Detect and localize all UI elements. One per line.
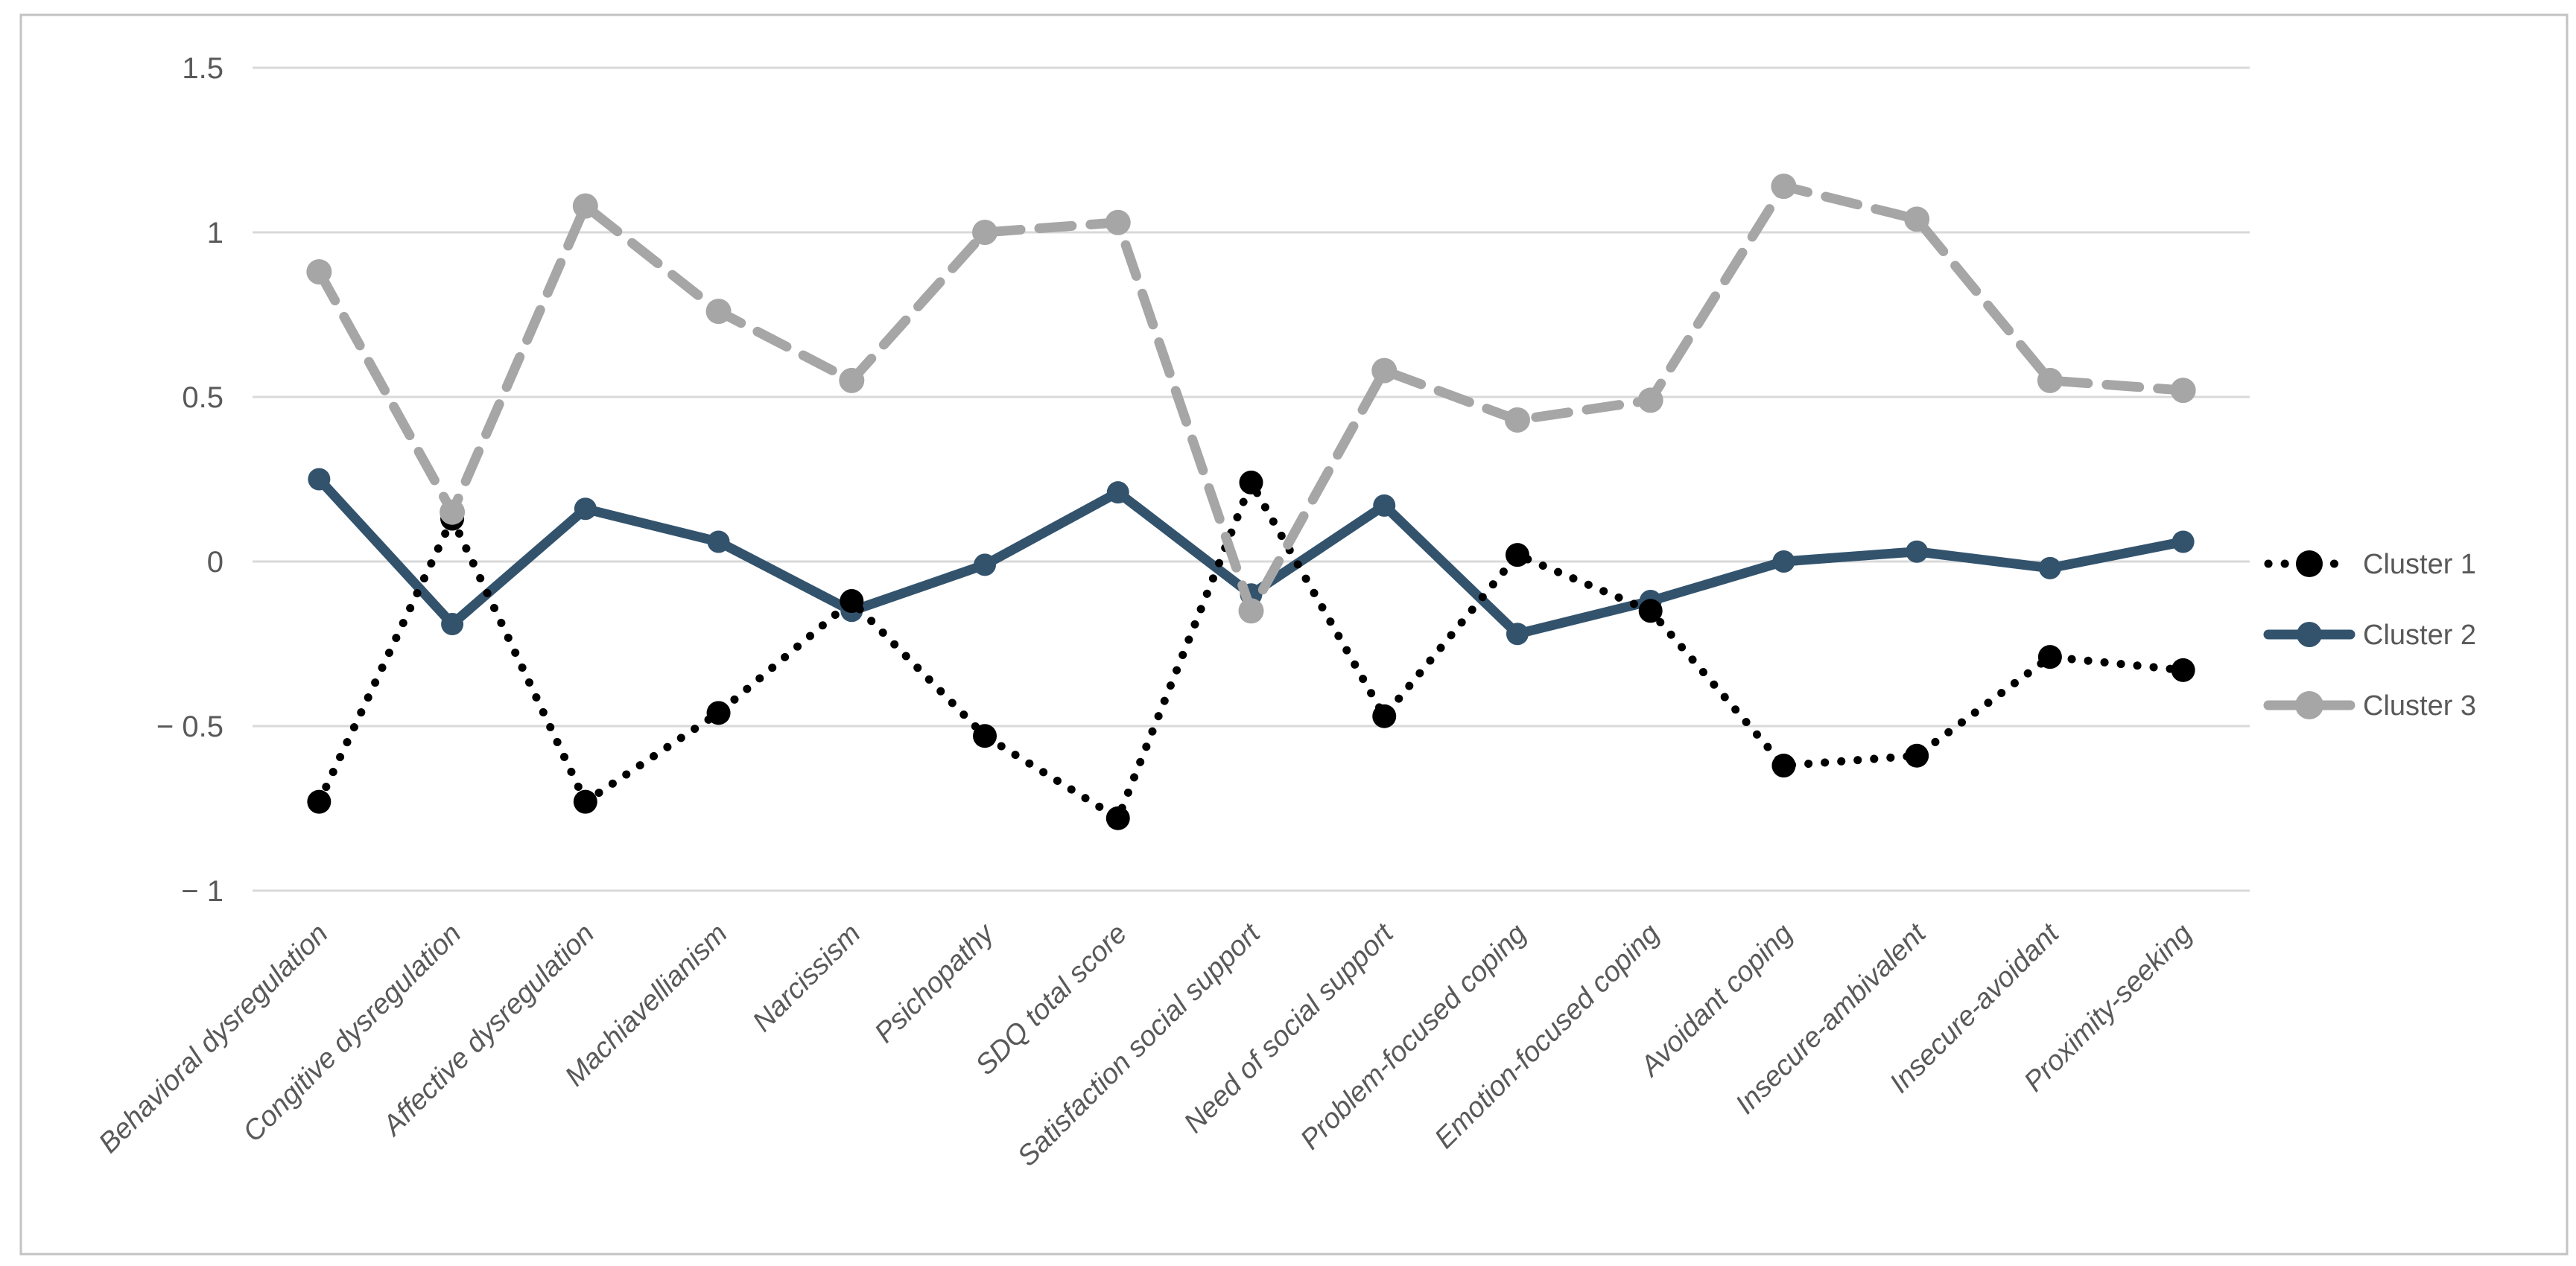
data-point-marker	[1239, 470, 1263, 494]
legend-label: Cluster 1	[2363, 549, 2476, 580]
data-point-marker	[308, 468, 331, 491]
data-point-marker	[1637, 387, 1663, 413]
data-point-marker	[1904, 206, 1930, 232]
figure-border	[19, 13, 2569, 1256]
y-axis-tick-label: − 1	[181, 875, 223, 908]
legend-marker-sample	[2297, 622, 2322, 647]
series-line	[314, 478, 2188, 823]
data-point-marker	[1772, 550, 1795, 573]
y-axis-tick-label: 1.5	[182, 52, 223, 85]
data-point-marker	[706, 701, 731, 725]
legend-marker-sample	[2295, 691, 2323, 719]
legend-label: Cluster 3	[2363, 690, 2476, 722]
data-point-marker	[306, 259, 332, 285]
data-point-marker	[2038, 556, 2061, 579]
data-point-marker	[2037, 645, 2062, 669]
data-point-marker	[707, 530, 730, 553]
y-axis-tick-label: 0.5	[182, 381, 223, 414]
data-point-marker	[307, 789, 331, 814]
data-point-marker	[2171, 658, 2195, 682]
data-point-marker	[1505, 543, 1529, 567]
data-point-marker	[2170, 378, 2196, 404]
data-point-marker	[974, 553, 997, 576]
data-point-marker	[1105, 209, 1131, 235]
legend: Cluster 1 Cluster 2 Cluster 3	[2263, 549, 2476, 722]
data-point-marker	[1906, 540, 1929, 563]
data-point-marker	[1905, 743, 1929, 768]
data-point-marker	[573, 789, 597, 814]
data-point-marker	[1504, 407, 1530, 433]
data-point-marker	[1371, 357, 1398, 384]
data-point-marker	[440, 499, 466, 525]
y-axis-tick-label: 0	[207, 546, 223, 579]
data-point-marker	[1506, 623, 1529, 646]
y-axis-tick-label: 1	[207, 217, 223, 249]
data-point-marker	[705, 299, 732, 325]
data-point-marker	[1771, 174, 1797, 200]
legend-item-cluster-2: Cluster 2	[2263, 620, 2476, 651]
data-point-marker	[1106, 481, 1129, 504]
data-point-marker	[2037, 367, 2063, 393]
data-point-marker	[441, 612, 464, 635]
data-point-marker	[574, 497, 597, 521]
legend-item-cluster-3: Cluster 3	[2263, 690, 2476, 722]
y-axis-tick-label: − 0.5	[156, 710, 223, 743]
data-point-marker	[1238, 598, 1264, 624]
data-point-marker	[1771, 754, 1796, 778]
data-point-marker	[839, 367, 865, 393]
data-point-marker	[1638, 599, 1663, 623]
data-point-marker	[572, 193, 598, 219]
data-point-marker	[2171, 530, 2195, 553]
data-point-marker	[1372, 704, 1397, 728]
y-axis-labels: 1.5 1 0.5 0 − 0.5 − 1	[156, 52, 223, 908]
data-point-marker	[972, 220, 998, 245]
gridlines	[253, 66, 2250, 892]
data-point-marker	[973, 724, 997, 748]
data-point-marker	[1373, 494, 1396, 517]
legend-label: Cluster 2	[2363, 620, 2476, 651]
data-point-marker	[1105, 806, 1130, 830]
legend-marker-sample	[2296, 550, 2323, 577]
series-cluster-3	[306, 174, 2196, 624]
data-point-marker	[840, 589, 864, 614]
legend-item-cluster-1: Cluster 1	[2264, 549, 2476, 580]
